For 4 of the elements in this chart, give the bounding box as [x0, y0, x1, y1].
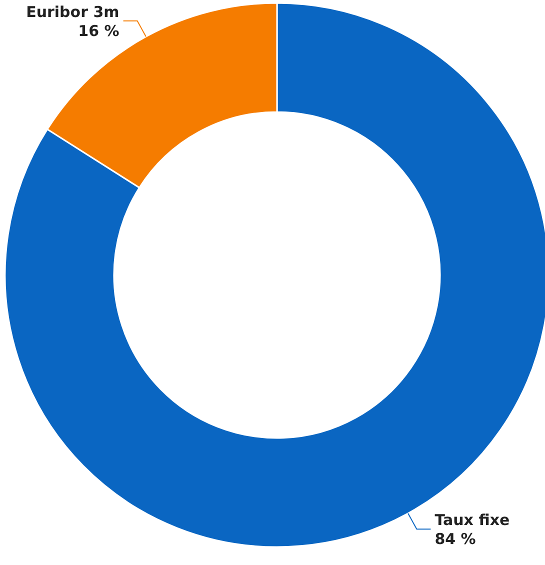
data-label: 84 % — [434, 530, 476, 548]
data-label: 16 % — [78, 22, 120, 40]
slice-label: Taux fixe — [434, 511, 510, 530]
slice-label: Euribor 3m — [26, 2, 120, 21]
